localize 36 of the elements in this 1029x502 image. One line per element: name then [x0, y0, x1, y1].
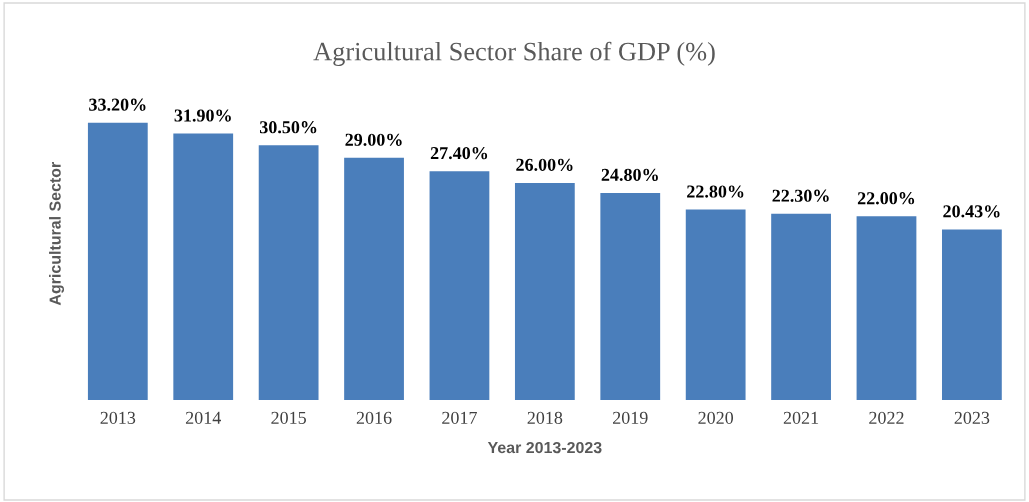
bar	[685, 209, 746, 401]
x-tick-label: 2020	[698, 411, 734, 424]
x-tick-label: 2016	[356, 411, 392, 424]
data-label: 29.00%	[345, 133, 402, 146]
bar	[429, 171, 490, 401]
bar	[344, 157, 404, 401]
data-label: 27.40%	[430, 147, 488, 160]
bar	[856, 216, 917, 401]
bar	[87, 122, 148, 401]
data-label: 22.00%	[857, 192, 915, 205]
x-tick-label: 2013	[100, 411, 136, 424]
x-tick-label: 2017	[442, 411, 477, 424]
x-tick-label: 2023	[954, 411, 990, 424]
chart-title: Agricultural Sector Share of GDP (%)	[313, 41, 715, 66]
data-label: 24.80%	[601, 168, 658, 181]
x-tick-label: 2021	[783, 411, 819, 424]
bar	[514, 182, 575, 401]
x-axis-title: Year 2013-2023	[487, 441, 602, 454]
x-tick-label: 2014	[185, 411, 221, 424]
data-label: 30.50%	[259, 121, 317, 134]
bar	[173, 133, 234, 401]
bar	[258, 145, 319, 401]
data-label: 31.90%	[174, 109, 231, 122]
bar	[942, 229, 1002, 401]
bar	[600, 192, 661, 401]
x-tick-label: 2018	[527, 411, 563, 424]
y-axis-title: Agricultural Sector	[49, 162, 65, 306]
data-label: 20.43%	[943, 205, 1000, 218]
data-label: 22.30%	[772, 189, 829, 202]
data-label: 22.80%	[687, 185, 744, 198]
x-tick-label: 2019	[613, 411, 648, 424]
x-tick-label: 2022	[869, 411, 904, 424]
data-label: 33.20%	[89, 98, 146, 111]
bar	[771, 213, 831, 401]
data-label: 26.00%	[516, 158, 573, 171]
x-tick-label: 2015	[271, 411, 306, 424]
